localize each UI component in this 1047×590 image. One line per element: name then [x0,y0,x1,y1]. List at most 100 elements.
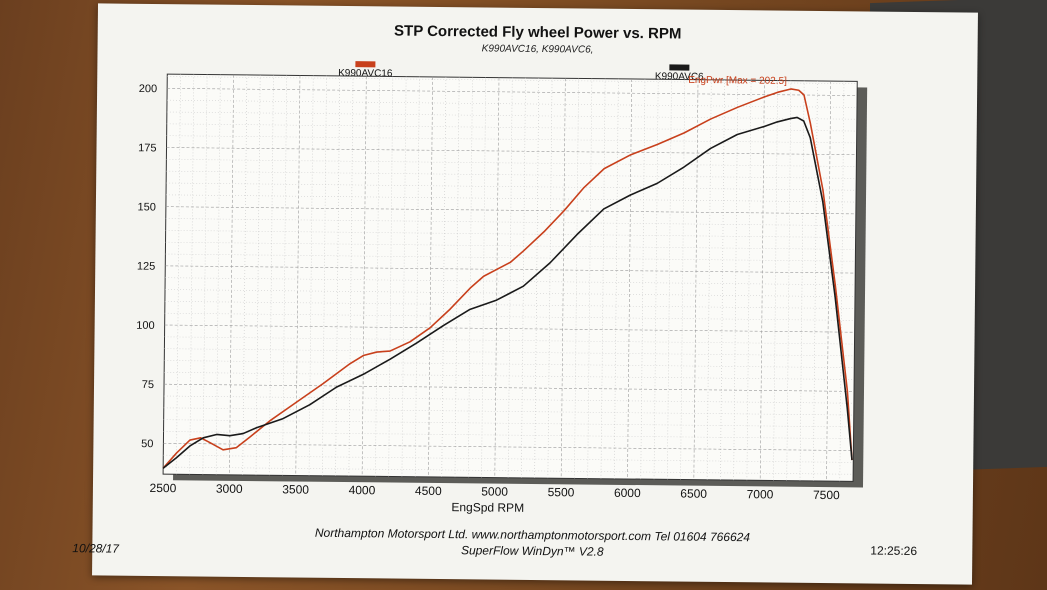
x-tick-label-9: 7000 [747,487,774,501]
grid-line-y [165,230,856,238]
grid-line-y [164,301,855,309]
grid-line-x [348,76,354,477]
grid-line-x [746,80,752,481]
grid-line-x [521,77,526,478]
x-tick-label-10: 7500 [813,488,840,502]
grid-line-y [165,277,856,286]
grid-line-y [164,383,855,392]
grid-line-x [640,79,646,480]
grid-line-x [229,74,234,475]
series-line-1 [162,88,853,469]
y-tick-label-3: 125 [137,261,155,273]
grid-line-x [242,74,248,475]
grid-line-x [733,80,739,481]
grid-line-x [799,80,805,481]
x-tick-label-0: 2500 [150,481,177,495]
grid-line-x [627,78,632,479]
grid-line-x [720,79,725,480]
grid-line-x [361,76,367,477]
grid-line-x [560,78,566,479]
grid-line-y [165,265,856,274]
grid-line-x [839,81,845,482]
grid-line-x [587,78,593,479]
grid-line-x [428,76,433,477]
grid-line-y [163,466,854,475]
grid-line-y [164,348,855,357]
x-tick-label-6: 5500 [548,485,575,499]
grid-line-x [786,80,792,481]
grid-line-y [166,123,857,132]
grid-line-y [166,147,857,156]
grid-line-y [163,431,854,440]
x-tick-label-8: 6500 [680,487,707,501]
grid-line-x [441,77,447,478]
grid-line-y [163,395,854,404]
grid-line-x [202,74,208,475]
grid-line-y [163,454,854,463]
power-chart: 2500 3000 3500 4000 4500 5000 5500 6000 6500 7000… [136,73,868,515]
y-tick-label-5: 175 [138,142,156,154]
grid-line-x [653,79,659,480]
grid-line-x [375,76,380,477]
grid-line-x [680,79,686,480]
y-tick-label-0: 50 [141,438,153,450]
x-tick-label-7: 6000 [614,486,641,500]
y-tick-label-1: 75 [142,379,154,391]
series-line-2 [162,116,853,469]
grid-line-x [388,76,394,477]
grid-line-x [812,80,818,481]
grid-line-y [166,194,856,203]
grid-line-y [166,159,857,167]
grid-line-x [215,74,221,475]
grid-line-x [295,75,301,476]
grid-line-x [706,79,712,480]
x-axis-label: EngSpd RPM [451,500,524,515]
x-tick-label-5: 5000 [481,484,508,498]
max-power-annotation: EngPwr [Max = 202.5] [688,75,787,87]
grid-line-x [693,79,699,480]
grid-line-x [322,75,327,476]
plot-area [162,73,858,482]
grid-line-x [613,78,619,479]
grid-line-x [308,75,314,476]
grid-line-x [600,78,606,479]
grid-line-x [826,81,832,482]
grid-line-x [481,77,487,478]
grid-line-x [268,75,274,476]
x-tick-label-3: 4000 [349,483,376,497]
x-tick-label-2: 3500 [282,482,309,496]
grid-line-y [166,135,857,144]
print-time: 12:25:26 [870,543,918,559]
grid-line-y [163,443,854,451]
grid-line-x [759,80,765,481]
grid-line-x [467,77,473,478]
grid-line-x [282,75,287,476]
grid-line-x [666,79,672,480]
grid-line-x [335,75,341,476]
grid-line-y [164,336,855,345]
grid-line-x [494,77,500,478]
grid-line-x [255,75,261,476]
grid-line-y [163,407,854,416]
grid-line-x [547,78,553,479]
grid-line-y [165,206,856,215]
grid-line-x [574,78,579,479]
dyno-sheet: STP Corrected Fly wheel Power vs. RPM K9… [72,3,978,585]
grid-line-x [454,77,460,478]
y-tick-label-4: 150 [137,201,155,213]
grid-line-x [534,78,540,479]
grid-line-y [164,324,855,333]
grid-line-x [401,76,407,477]
x-tick-label-4: 4500 [415,484,442,498]
x-tick-label-1: 3000 [216,482,243,496]
grid-line-x [507,77,513,478]
grid-line-x [414,76,420,477]
grid-line-y [165,253,856,262]
print-date: 10/28/17 [72,541,120,556]
grid-line-x [189,74,195,475]
y-tick-label-2: 100 [136,320,154,332]
y-tick-label-6: 200 [139,83,157,95]
grid-line-x [773,80,778,481]
grid-line-y [164,360,855,369]
grid-line-x [176,74,181,475]
